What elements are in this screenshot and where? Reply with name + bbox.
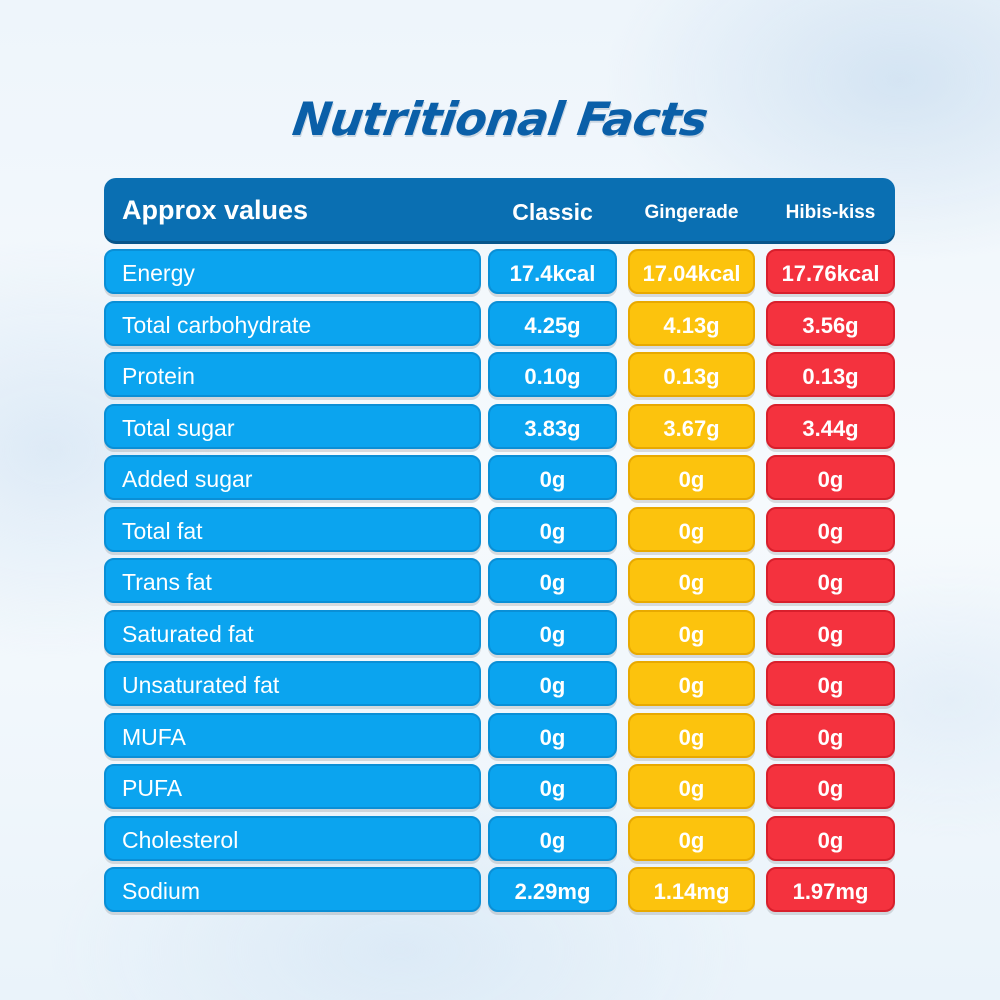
nutrient-label: Added sugar: [104, 455, 481, 500]
table-row: PUFA 0g 0g 0g: [104, 764, 895, 809]
table-row: Total carbohydrate 4.25g 4.13g 3.56g: [104, 300, 895, 346]
nutrient-label: Protein: [104, 352, 481, 397]
classic-value: 0g: [488, 815, 617, 861]
hibis-kiss-value: 1.97mg: [766, 867, 895, 912]
gingerade-value: 3.67g: [628, 403, 755, 449]
hibis-kiss-value: 3.44g: [766, 403, 895, 449]
gingerade-value: 0g: [628, 506, 755, 552]
hibis-kiss-value: 0g: [766, 764, 895, 809]
classic-value: 0g: [488, 661, 617, 706]
table-row: Trans fat 0g 0g 0g: [104, 558, 895, 603]
classic-value: 0g: [488, 506, 617, 552]
gingerade-value: 0g: [628, 712, 755, 758]
table-row: Saturated fat 0g 0g 0g: [104, 609, 895, 655]
column-header-classic: Classic: [512, 199, 593, 225]
table-row: Energy 17.4kcal 17.04kcal 17.76kcal: [104, 249, 895, 294]
page-title: Nutritional Facts: [289, 92, 711, 146]
gingerade-value: 0g: [628, 661, 755, 706]
hibis-kiss-value: 0g: [766, 661, 895, 706]
gingerade-value: 0g: [628, 558, 755, 603]
nutrient-label: MUFA: [104, 712, 481, 758]
gingerade-value: 0g: [628, 609, 755, 655]
table-row: MUFA 0g 0g 0g: [104, 712, 895, 758]
classic-value: 0.10g: [488, 352, 617, 397]
nutrient-label: Unsaturated fat: [104, 661, 481, 706]
nutrient-label: Cholesterol: [104, 815, 481, 861]
nutrient-label: Total fat: [104, 506, 481, 552]
column-header-gingerade: Gingerade: [644, 202, 739, 223]
table-row: Cholesterol 0g 0g 0g: [104, 815, 895, 861]
nutrient-label: Total carbohydrate: [104, 300, 481, 346]
table-row: Total fat 0g 0g 0g: [104, 506, 895, 552]
hibis-kiss-value: 0g: [766, 558, 895, 603]
gingerade-value: 0g: [628, 815, 755, 861]
header-label: Approx values: [122, 195, 309, 225]
hibis-kiss-value: 3.56g: [766, 300, 895, 346]
hibis-kiss-value: 0g: [766, 712, 895, 758]
gingerade-value: 1.14mg: [628, 867, 755, 912]
table-header: Approx values Classic Gingerade Hibis-ki…: [104, 178, 895, 241]
classic-value: 4.25g: [488, 300, 617, 346]
classic-value: 3.83g: [488, 403, 617, 449]
classic-value: 0g: [488, 558, 617, 603]
table-row: Protein 0.10g 0.13g 0.13g: [104, 352, 895, 397]
nutrient-label: Energy: [104, 249, 481, 294]
hibis-kiss-value: 0g: [766, 506, 895, 552]
classic-value: 2.29mg: [488, 867, 617, 912]
gingerade-value: 0g: [628, 764, 755, 809]
classic-value: 17.4kcal: [488, 249, 617, 294]
classic-value: 0g: [488, 455, 617, 500]
column-header-hibis-kiss: Hibis-kiss: [785, 202, 876, 223]
nutrient-label: PUFA: [104, 764, 481, 809]
hibis-kiss-value: 17.76kcal: [766, 249, 895, 294]
nutrient-label: Sodium: [104, 867, 481, 912]
table-row: Total sugar 3.83g 3.67g 3.44g: [104, 403, 895, 449]
table-row: Unsaturated fat 0g 0g 0g: [104, 661, 895, 706]
gingerade-value: 17.04kcal: [628, 249, 755, 294]
gingerade-value: 0g: [628, 455, 755, 500]
hibis-kiss-value: 0.13g: [766, 352, 895, 397]
nutrient-label: Saturated fat: [104, 609, 481, 655]
gingerade-value: 4.13g: [628, 300, 755, 346]
hibis-kiss-value: 0g: [766, 455, 895, 500]
nutrient-label: Total sugar: [104, 403, 481, 449]
classic-value: 0g: [488, 764, 617, 809]
nutrient-label: Trans fat: [104, 558, 481, 603]
classic-value: 0g: [488, 609, 617, 655]
classic-value: 0g: [488, 712, 617, 758]
table-row: Sodium 2.29mg 1.14mg 1.97mg: [104, 867, 895, 912]
gingerade-value: 0.13g: [628, 352, 755, 397]
table-row: Added sugar 0g 0g 0g: [104, 455, 895, 500]
hibis-kiss-value: 0g: [766, 609, 895, 655]
hibis-kiss-value: 0g: [766, 815, 895, 861]
